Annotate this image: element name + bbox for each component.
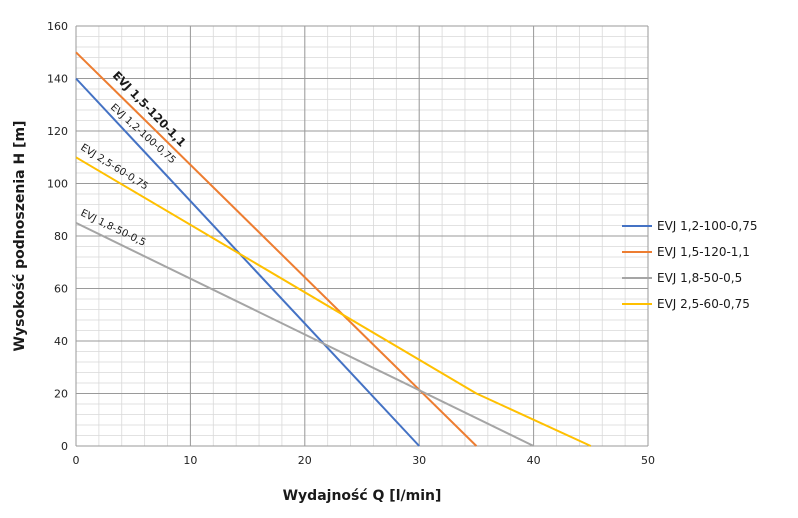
x-tick-label: 30 (412, 454, 426, 467)
legend: EVJ 1,2-100-0,75 EVJ 1,5-120-1,1 EVJ 1,8-5… (622, 219, 758, 311)
y-tick-label: 40 (54, 335, 68, 348)
x-tick-label: 20 (298, 454, 312, 467)
y-tick-label: 160 (47, 20, 68, 33)
series-layer (75, 51, 592, 447)
x-tick-label: 40 (527, 454, 541, 467)
major-grid (75, 25, 649, 447)
x-tick-label: 50 (641, 454, 655, 467)
y-axis-title: Wysokość podnoszenia H [m] (12, 121, 28, 352)
curve-label-3: EVJ 2,5-60-0,75 (78, 142, 149, 192)
series-line-4 (75, 156, 592, 447)
legend-label-2: EVJ 1,5-120-1,1 (657, 245, 750, 259)
legend-label-1: EVJ 1,2-100-0,75 (657, 219, 758, 233)
y-tick-label: 100 (47, 178, 68, 191)
series-line-1 (75, 77, 420, 447)
tick-labels: 0 10 20 30 40 50 0 20 40 60 80 100 120 140 160 (47, 20, 655, 467)
y-tick-label: 20 (54, 388, 68, 401)
y-tick-label: 0 (61, 440, 68, 453)
y-tick-label: 140 (47, 73, 68, 86)
series-line-2 (75, 51, 478, 447)
y-tick-label: 60 (54, 283, 68, 296)
legend-label-3: EVJ 1,8-50-0,5 (657, 271, 742, 285)
x-axis-title: Wydajność Q [l/min] (283, 488, 442, 504)
series-line-3 (75, 222, 535, 447)
x-tick-label: 0 (73, 454, 80, 467)
y-tick-label: 120 (47, 125, 68, 138)
y-tick-label: 80 (54, 230, 68, 243)
legend-label-4: EVJ 2,5-60-0,75 (657, 297, 750, 311)
x-tick-label: 10 (183, 454, 197, 467)
